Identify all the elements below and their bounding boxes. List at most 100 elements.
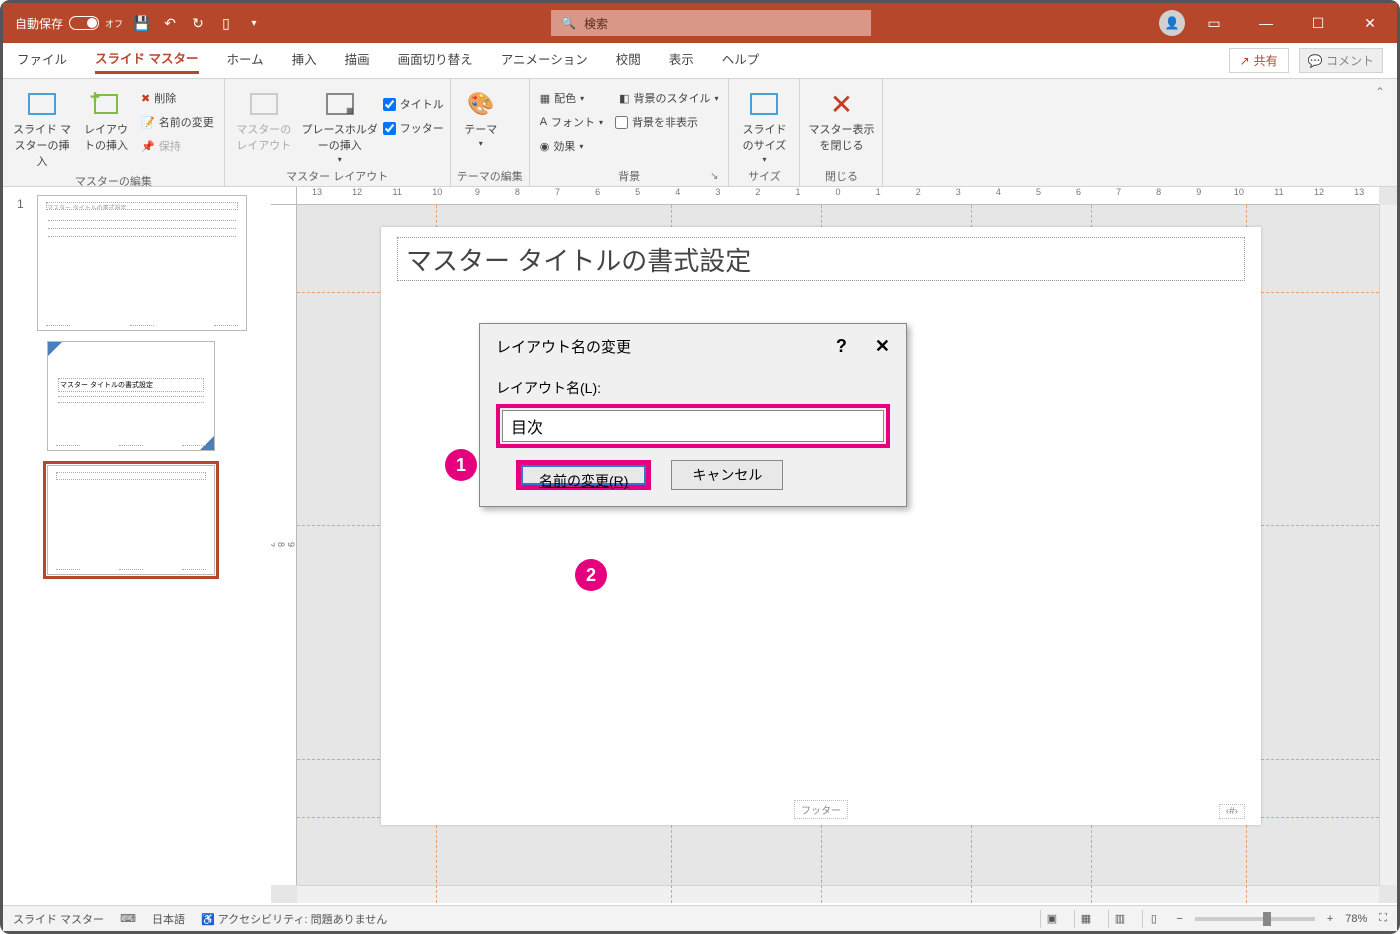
bg-styles-button[interactable]: ◧背景のスタイル ▾ [615,87,722,109]
titlebar-left: 自動保存 オフ 💾 ↶ ↻ ▯ ▾ [3,14,263,32]
slideshow-view-button[interactable]: ▯ [1142,910,1164,928]
tab-home[interactable]: ホーム [227,49,264,72]
tab-view[interactable]: 表示 [669,49,694,72]
dialog-help-button[interactable]: ? [836,336,847,357]
title-placeholder[interactable]: マスター タイトルの書式設定 [397,237,1245,281]
close-master-button[interactable]: ✕ マスター表示を閉じる [806,87,876,155]
chevron-down-icon: ▾ [479,139,483,148]
tab-transitions[interactable]: 画面切り替え [398,49,473,72]
dialog-cancel-button[interactable]: キャンセル [671,460,783,490]
bg-styles-icon: ◧ [619,92,629,105]
ribbon-display-icon[interactable]: ▭ [1191,3,1237,43]
group-master-layout: マスターのレイアウト ▦ プレースホルダーの挿入 ▾ タイトル フッター マスタ… [225,79,451,186]
layout-name-input[interactable] [502,410,884,442]
rename-button[interactable]: 📝名前の変更 [137,111,218,133]
autosave-label: 自動保存 [15,15,63,32]
close-icon: ✕ [826,89,856,119]
callout-badge-1: 1 [445,449,477,481]
save-icon[interactable]: 💾 [133,14,151,32]
themes-button[interactable]: 🎨 テーマ ▾ [457,87,505,150]
fit-to-window-button[interactable]: ⛶ [1379,912,1387,925]
tab-draw[interactable]: 描画 [345,49,370,72]
undo-icon[interactable]: ↶ [161,14,179,32]
editing-area: 1 マスター タイトルの書式設定 マスター タイトルの書式設定 13121110… [3,187,1397,903]
preserve-icon: 📌 [141,140,155,153]
slideshow-icon[interactable]: ▯ [217,14,235,32]
maximize-button[interactable]: ☐ [1295,3,1341,43]
master-thumb-row[interactable]: 1 マスター タイトルの書式設定 [7,195,267,331]
statusbar: スライド マスター ⌨ 日本語 ♿ アクセシビリティ: 問題ありません ▣ ▦ … [3,905,1397,931]
comment-button[interactable]: 💬 コメント [1299,48,1383,73]
input-highlight [496,404,890,448]
sorter-view-button[interactable]: ▦ [1074,910,1096,928]
insert-layout-button[interactable]: ✚ レイアウトの挿入 [77,87,135,155]
tab-review[interactable]: 校閲 [616,49,641,72]
hide-bg-checkbox[interactable]: 背景を非表示 [615,111,722,133]
colors-button[interactable]: ▦配色 ▾ [536,87,607,109]
qat-more-icon[interactable]: ▾ [245,14,263,32]
ruler-horizontal: 13121110987654321012345678910111213 [297,187,1379,205]
scrollbar-horizontal[interactable] [297,885,1379,903]
group-size: スライドのサイズ ▾ サイズ [729,79,800,186]
zoom-level[interactable]: 78% [1345,913,1367,925]
search-placeholder: 検索 [584,15,608,32]
callout-badge-2: 2 [575,559,607,591]
normal-view-button[interactable]: ▣ [1040,910,1062,928]
title-checkbox[interactable]: タイトル [383,93,444,115]
canvas-area: 13121110987654321012345678910111213 9876… [271,187,1397,903]
rename-layout-dialog: レイアウト名の変更 ? ✕ レイアウト名(L): 名前の変更(R) キャンセル [479,323,907,507]
scrollbar-vertical[interactable] [1379,205,1397,885]
tab-slide-master[interactable]: スライド マスター [95,48,198,74]
accessibility-icon: ♿ [201,914,215,926]
share-icon: ↗ [1240,54,1250,68]
group-close: ✕ マスター表示を閉じる 閉じる [800,79,883,186]
user-avatar[interactable]: 👤 [1159,10,1185,36]
titlebar-right: 👤 ▭ — ☐ ✕ [1159,3,1397,43]
footer-checkbox[interactable]: フッター [383,117,444,139]
tab-file[interactable]: ファイル [17,49,67,72]
zoom-in-button[interactable]: + [1327,913,1333,925]
layout-thumbnail-2[interactable] [47,465,215,575]
footer-center-placeholder[interactable]: フッター [794,800,848,819]
tab-animations[interactable]: アニメーション [501,49,588,72]
reading-view-button[interactable]: ▥ [1108,910,1130,928]
ime-icon[interactable]: ⌨ [120,912,136,925]
minimize-button[interactable]: — [1243,3,1289,43]
search-box[interactable]: 🔍 検索 [551,10,871,36]
tab-help[interactable]: ヘルプ [722,49,760,72]
dialog-close-button[interactable]: ✕ [875,336,890,357]
fonts-button[interactable]: Aフォント ▾ [536,111,607,133]
ribbon-tabs: ファイル スライド マスター ホーム 挿入 描画 画面切り替え アニメーション … [3,43,1397,79]
redo-icon[interactable]: ↻ [189,14,207,32]
insert-slide-master-button[interactable]: スライド マスターの挿入 [9,87,75,171]
slide-thumbnail-panel[interactable]: 1 マスター タイトルの書式設定 マスター タイトルの書式設定 [3,187,271,903]
insert-placeholder-button[interactable]: ▦ プレースホルダーの挿入 ▾ [299,87,381,166]
master-thumbnail[interactable]: マスター タイトルの書式設定 [37,195,247,331]
preserve-button[interactable]: 📌保持 [137,135,218,157]
search-icon: 🔍 [561,16,576,30]
effects-button[interactable]: ◉効果 ▾ [536,135,607,157]
delete-button[interactable]: ✖削除 [137,87,218,109]
zoom-slider[interactable] [1195,917,1315,921]
dialog-titlebar[interactable]: レイアウト名の変更 ? ✕ [480,324,906,368]
accessibility-status[interactable]: ♿ アクセシビリティ: 問題ありません [201,911,387,927]
slide-size-button[interactable]: スライドのサイズ ▾ [735,87,793,166]
ribbon: スライド マスターの挿入 ✚ レイアウトの挿入 ✖削除 📝名前の変更 📌保持 マ… [3,79,1397,187]
layout-thumbnail-1[interactable]: マスター タイトルの書式設定 [47,341,215,451]
share-button[interactable]: ↗共有 [1229,48,1289,73]
collapse-ribbon-button[interactable]: ⌃ [1363,79,1397,186]
bg-dialog-launcher[interactable]: ↘ [706,171,722,184]
group-theme-edit: 🎨 テーマ ▾ テーマの編集 [451,79,530,186]
colors-icon: ▦ [540,92,550,105]
footer-right-placeholder[interactable]: ‹#› [1219,804,1245,819]
slide-canvas[interactable]: マスター タイトルの書式設定 フッター ‹#› [381,227,1261,825]
status-mode: スライド マスター [13,911,104,927]
rename-button-highlight: 名前の変更(R) [516,460,651,490]
zoom-out-button[interactable]: − [1176,913,1182,925]
autosave-switch[interactable] [69,16,99,30]
autosave-toggle[interactable]: 自動保存 オフ [15,15,123,32]
tab-insert[interactable]: 挿入 [292,49,317,72]
dialog-rename-button[interactable]: 名前の変更(R) [521,465,646,485]
chevron-down-icon: ▾ [338,155,342,164]
close-button[interactable]: ✕ [1347,3,1393,43]
